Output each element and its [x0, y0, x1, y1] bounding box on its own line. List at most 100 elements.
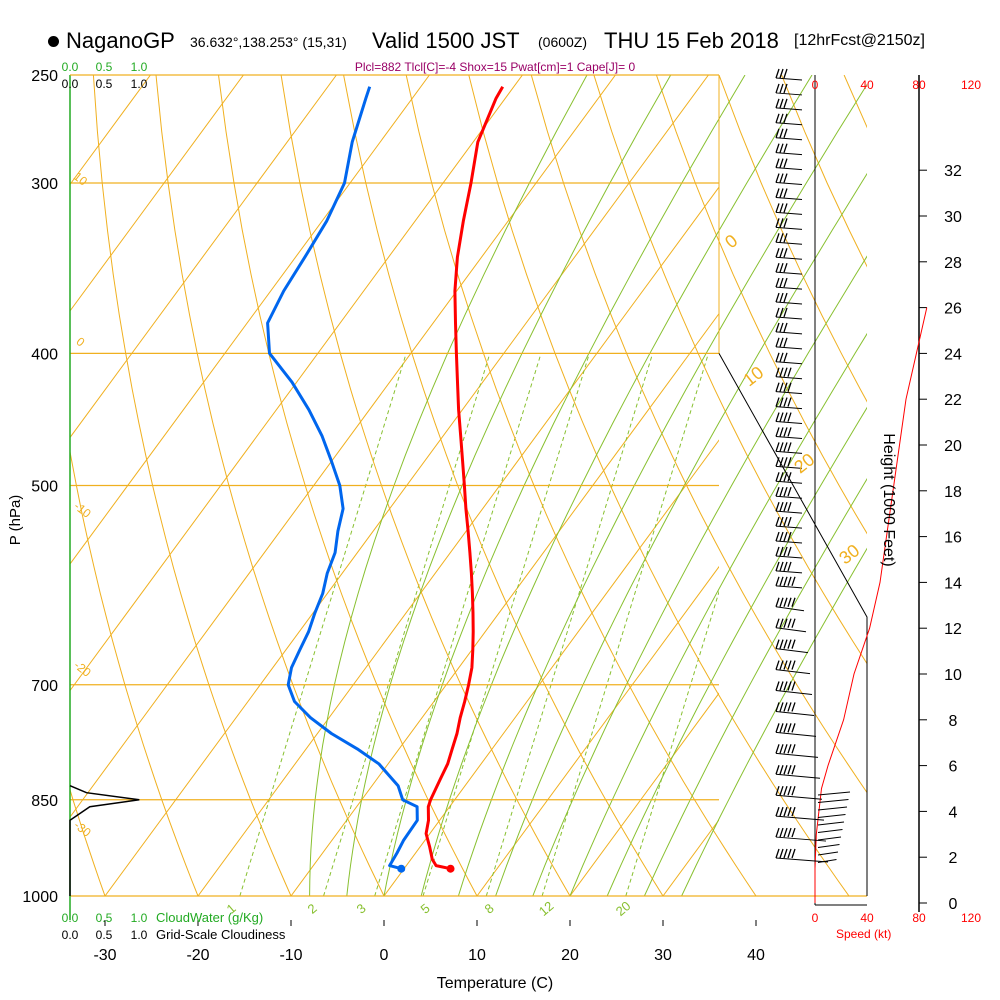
wind-barb-icon: [775, 427, 803, 439]
wind-barb-feather: [783, 352, 788, 362]
wind-barb-feather: [791, 681, 796, 691]
wind-barb-low: [817, 859, 837, 863]
wind-barb-feather: [783, 367, 788, 377]
isotherm-line: [70, 75, 244, 312]
wind-barb-feather: [791, 702, 796, 712]
dry-adiabat-line: [969, 75, 1000, 896]
wind-barb-feather: [787, 723, 792, 733]
wind-barb-icon: [775, 262, 803, 275]
height-tick-label: 18: [944, 484, 962, 501]
wind-barb-shaft: [775, 669, 811, 675]
wind-barb-feather: [775, 827, 780, 838]
wind-barb-feather: [791, 618, 796, 628]
wind-barb-icon: [775, 352, 803, 365]
temp-tick-label: 40: [747, 947, 765, 964]
wind-barb-shaft: [775, 167, 803, 171]
wind-barb-feather: [779, 442, 784, 452]
height-tick-label: 10: [944, 667, 962, 684]
wind-barb-icon: [775, 397, 803, 410]
mixing-ratio-line: [374, 353, 542, 896]
wind-barb-feather: [783, 723, 788, 733]
speed-top-tick: 40: [860, 78, 874, 92]
speed-top-tick: 0: [812, 78, 819, 92]
wind-barb-feather: [787, 546, 792, 557]
wind-barb-icon: [775, 501, 803, 514]
temp-tick-label: 30: [654, 947, 672, 964]
height-tick-label: 16: [944, 530, 962, 547]
wind-barb-icon: [775, 576, 803, 589]
cloudwater-top-tick: 0.0: [62, 60, 79, 74]
isotherm-line: [70, 75, 337, 439]
wind-barb-feather: [783, 427, 788, 437]
wind-barb-feather: [779, 158, 784, 168]
wind-barb-feather: [791, 639, 796, 649]
wind-barb-feather: [775, 576, 780, 587]
wind-barb-icon: [775, 785, 823, 800]
dry-adiabat-line: [70, 788, 106, 896]
wind-barb-feather: [775, 173, 780, 183]
wind-barb-feather: [775, 765, 780, 775]
dry-adiabat-label: 10: [71, 169, 90, 188]
wind-barb-feather: [779, 143, 784, 153]
valid-time-utc: (0600Z): [538, 34, 588, 50]
wind-barb-feather: [783, 639, 788, 649]
wind-barb-feather: [787, 785, 792, 796]
x-axis-label: Temperature (C): [437, 975, 553, 992]
wind-barb-feather: [787, 561, 792, 572]
wind-barb-shaft: [775, 196, 803, 200]
tropopause-boundary-line: [718, 353, 868, 896]
temp-tick-label: 20: [561, 947, 579, 964]
wind-barb-feather: [779, 322, 784, 333]
wind-barb-feather: [787, 744, 792, 754]
sounding-profiles: [69, 85, 505, 896]
wind-barb-shaft: [775, 331, 803, 335]
wind-barb-feather: [775, 292, 780, 303]
wind-barb-feather: [779, 128, 784, 138]
wind-barb-feather: [779, 83, 784, 94]
wind-barb-feather: [779, 98, 784, 109]
height-tick-label: 6: [949, 759, 958, 776]
wind-barb-feather: [787, 501, 792, 512]
wind-barb-feather: [783, 68, 788, 79]
wind-barb-feather: [787, 427, 792, 437]
wind-barb-icon: [775, 827, 827, 842]
speed-axis-label: Speed (kt): [836, 927, 891, 941]
wind-barb-low: [817, 821, 845, 826]
wind-barb-icon: [775, 546, 803, 559]
wind-barb-feather: [783, 487, 788, 497]
station-bullet-icon: [48, 36, 59, 47]
wind-barb-shaft: [775, 585, 803, 589]
wind-barb-feather: [791, 765, 796, 775]
wind-barb-icon: [775, 248, 803, 260]
moist-adiabat-line: [532, 255, 867, 896]
wind-barb-icon: [775, 412, 803, 425]
wind-barb-shaft: [775, 211, 803, 215]
wind-barb-feather: [779, 765, 784, 775]
temp-tick-label: 0: [380, 947, 389, 964]
wind-barb-feather: [779, 576, 784, 587]
wind-barb-feather: [783, 546, 788, 557]
wind-barb-feather: [775, 660, 780, 670]
wind-barb-shaft: [775, 182, 803, 186]
wind-barb-feather: [775, 427, 780, 437]
wind-barb-feather: [775, 352, 780, 362]
moist-adiabat-line: [569, 332, 867, 896]
wind-barb-feather: [783, 457, 788, 467]
wind-barb-shaft: [775, 540, 803, 544]
cloudwater-top-tick: 0.5: [96, 60, 113, 74]
wind-barb-feather: [783, 203, 788, 213]
wind-barb-feather: [775, 128, 780, 138]
wind-barb-feather: [779, 848, 784, 859]
wind-barb-icon: [775, 203, 803, 215]
wind-barb-icon: [775, 457, 803, 469]
wind-barb-feather: [779, 681, 784, 691]
wind-barb-shaft: [775, 391, 803, 395]
wind-barb-feather: [779, 218, 784, 228]
pressure-tick-label: 500: [31, 479, 58, 496]
wind-barb-icon: [775, 83, 803, 96]
wind-barb-shaft: [775, 286, 803, 290]
wind-barb-icon: [775, 128, 803, 141]
wind-barb-icon: [775, 173, 803, 186]
pressure-tick-label: 850: [31, 793, 58, 810]
wind-barb-shaft: [775, 555, 803, 559]
